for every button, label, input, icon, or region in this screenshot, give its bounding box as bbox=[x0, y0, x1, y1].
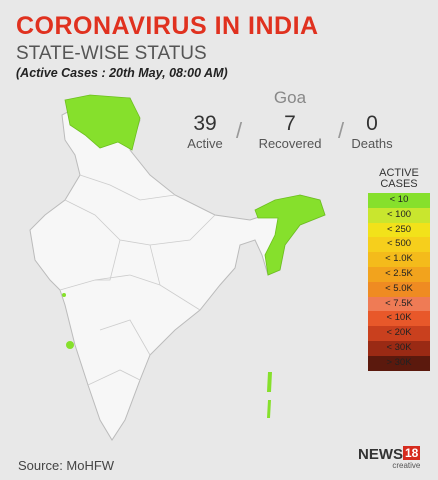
state-borders bbox=[59, 174, 216, 386]
legend-item: < 100 bbox=[368, 207, 430, 223]
separator: / bbox=[338, 118, 345, 143]
note: (Active Cases : 20th May, 08:00 AM) bbox=[16, 66, 228, 80]
logo: NEWS 18 creative bbox=[358, 446, 421, 470]
logo-number: 18 bbox=[403, 446, 421, 460]
title: CORONAVIRUS IN INDIA bbox=[16, 12, 319, 40]
stat-value: 39 bbox=[193, 112, 217, 135]
andaman bbox=[267, 372, 272, 418]
stat-label: Recovered bbox=[258, 136, 322, 151]
legend-items: < 10 < 100 < 250 < 500 < 1.0K < 2.5K < 5.0K < 7… bbox=[368, 193, 430, 371]
legend-item: < 250 bbox=[368, 222, 430, 238]
stat-label: Deaths bbox=[351, 136, 393, 151]
logo-tag: creative bbox=[392, 461, 421, 470]
stat: 0 Deaths bbox=[332, 112, 412, 151]
legend-title: ACTIVE CASES bbox=[379, 167, 419, 190]
stat-label: Active bbox=[187, 136, 223, 151]
state-name: Goa bbox=[273, 88, 307, 107]
jammu-kashmir bbox=[64, 94, 141, 151]
legend-item: < 1.0K bbox=[368, 252, 430, 267]
legend-item: < 7.5K bbox=[368, 296, 430, 312]
legend-item: < 5.0K bbox=[368, 281, 430, 297]
dadra bbox=[62, 293, 66, 297]
legend-item: < 10K bbox=[368, 311, 430, 327]
legend-item: < 20K bbox=[368, 326, 430, 341]
separator: / bbox=[236, 118, 243, 143]
legend: ACTIVE CASES < 10 < 100 < 250 < 500 < 1.0K < … bbox=[368, 168, 430, 371]
logo-name: NEWS bbox=[358, 446, 403, 463]
legend-item: < 2.5K bbox=[368, 266, 430, 282]
northeast bbox=[254, 194, 326, 276]
legend-item: < 10 bbox=[368, 193, 430, 208]
legend-item: < 500 bbox=[368, 237, 430, 253]
subtitle: STATE-WISE STATUS bbox=[16, 43, 207, 64]
legend-item: > 30K bbox=[368, 355, 430, 371]
legend-item: < 30K bbox=[368, 340, 430, 356]
stat-value: 0 bbox=[366, 112, 378, 135]
stat: 7 Recovered bbox=[250, 112, 330, 151]
source: Source: MoHFW bbox=[18, 458, 115, 473]
stat-value: 7 bbox=[284, 112, 296, 135]
stat: 39 Active bbox=[165, 112, 245, 151]
india-outline bbox=[29, 97, 326, 441]
goa bbox=[66, 341, 74, 349]
